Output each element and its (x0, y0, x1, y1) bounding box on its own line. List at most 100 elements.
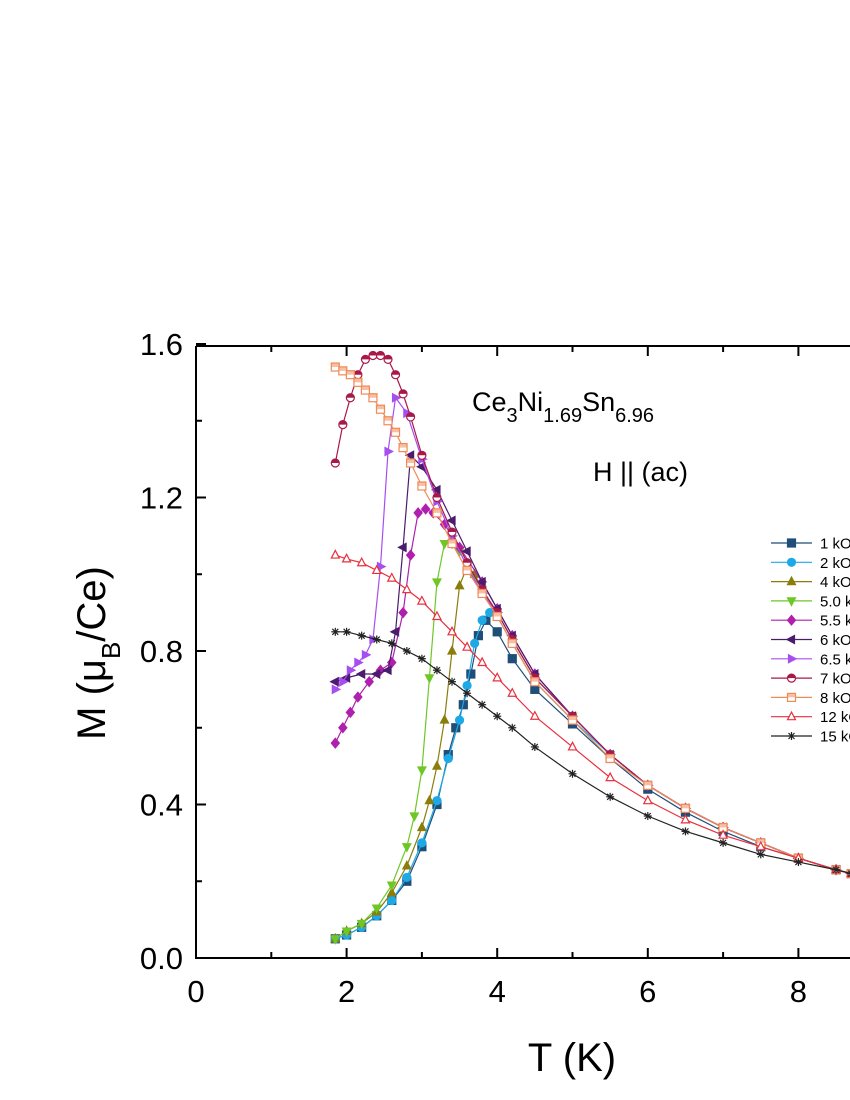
series-9 (330, 362, 850, 879)
data-point (787, 653, 798, 664)
data-point (431, 610, 442, 621)
legend-item: 6 kOe (771, 632, 850, 649)
legend-label: 7 kOe (820, 671, 850, 688)
data-point (443, 753, 453, 764)
data-point-half (391, 428, 400, 433)
legend-item: 12 kOe (771, 709, 850, 726)
x-tick-label: 2 (338, 974, 355, 1009)
data-point (424, 674, 435, 684)
data-point-half (508, 635, 517, 640)
data-point (847, 870, 850, 877)
data-point (389, 626, 400, 637)
data-point-half (346, 393, 355, 398)
legend-label: 6.5 kOe (820, 651, 850, 668)
data-point (492, 627, 502, 637)
data-point (416, 821, 427, 832)
field-direction-label: H || (ac) (593, 457, 688, 487)
data-point (384, 446, 394, 457)
x-tick-label: 6 (639, 974, 656, 1009)
data-point (354, 657, 364, 668)
data-point (508, 723, 517, 732)
data-point-half (338, 420, 347, 425)
data-point-half (493, 608, 502, 613)
data-point-half (361, 386, 370, 391)
data-point (386, 886, 397, 897)
data-point (478, 700, 487, 709)
data-point (416, 766, 427, 776)
data-point (454, 715, 465, 725)
formula-ce-sub: 3 (507, 405, 518, 427)
y-axis-title: M (μB/Ce) (70, 566, 126, 740)
data-point (431, 578, 442, 588)
data-point (605, 771, 616, 782)
data-point (642, 794, 653, 805)
data-point (477, 615, 487, 625)
data-point (353, 691, 363, 703)
data-point (398, 606, 408, 619)
data-point (382, 665, 392, 676)
data-point (339, 676, 349, 687)
data-point (786, 557, 797, 567)
y-tick-label: 0.4 (140, 788, 183, 823)
data-point (462, 680, 472, 691)
data-point-half (463, 566, 472, 571)
data-point-half (331, 458, 340, 463)
data-point-half (463, 558, 472, 563)
data-point (357, 631, 366, 640)
data-point-half (399, 443, 408, 448)
data-point-half (406, 412, 415, 417)
data-point-half (368, 351, 377, 356)
series-10 (330, 549, 850, 878)
data-point-half (787, 693, 796, 698)
data-point-half (417, 451, 426, 456)
data-point-half (508, 639, 517, 644)
data-point (356, 919, 367, 930)
data-point (568, 769, 577, 778)
data-point-half (643, 781, 652, 786)
series-11 (331, 627, 850, 877)
data-point-half (384, 416, 393, 421)
data-point (330, 935, 341, 945)
data-point (448, 677, 457, 686)
data-point (387, 895, 397, 906)
data-point (466, 669, 476, 679)
legend-item: 6.5 kOe (771, 651, 850, 668)
data-point (401, 583, 412, 594)
data-point (461, 546, 471, 557)
data-point (391, 392, 402, 403)
y-tick-label: 1.6 (140, 327, 183, 362)
data-point (507, 687, 518, 697)
series-line (335, 631, 850, 874)
data-point (786, 538, 797, 548)
data-point (356, 556, 367, 567)
legend-item: 15 kOe (771, 729, 850, 746)
x-axis-title: T (K) (528, 1036, 616, 1080)
data-point (330, 549, 341, 559)
data-point (439, 539, 450, 550)
data-point-half (568, 712, 577, 717)
data-point (329, 676, 339, 687)
data-point (402, 647, 411, 655)
data-point-half (406, 458, 415, 463)
data-point (832, 865, 841, 874)
data-point-half (346, 370, 355, 375)
data-point (401, 843, 412, 853)
data-point (755, 840, 766, 851)
data-point (424, 794, 435, 805)
data-point (447, 645, 458, 655)
data-point (405, 549, 416, 561)
data-point-half (478, 585, 487, 590)
data-point (492, 671, 503, 682)
series-line (334, 565, 850, 940)
legend-label: 1 kOe (820, 536, 850, 553)
data-point (786, 575, 797, 586)
data-point (417, 838, 427, 848)
y-axis-title-sub: B (96, 642, 126, 659)
data-point (331, 684, 342, 695)
data-point (529, 710, 540, 720)
legend-item: 2 kOe (771, 555, 850, 572)
data-point-half (338, 366, 347, 371)
data-point (681, 827, 690, 836)
data-point (364, 675, 374, 688)
